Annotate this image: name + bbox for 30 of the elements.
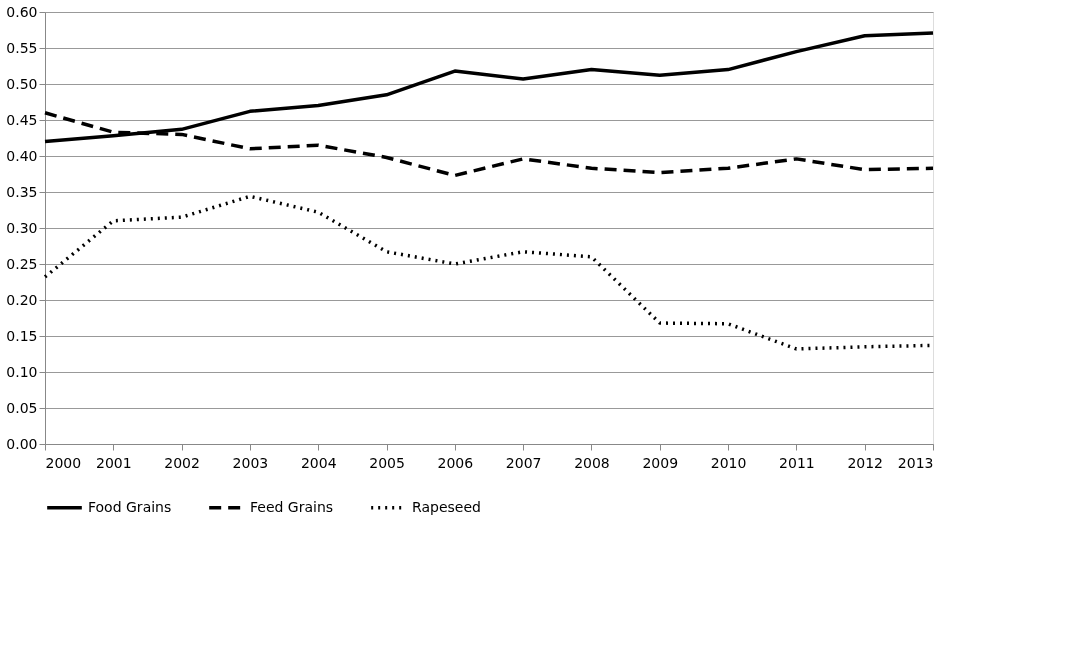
y-tick-label: 0.15: [6, 327, 38, 344]
y-tick-label: 0.05: [6, 399, 38, 416]
x-tick-label: 2002: [164, 454, 200, 471]
y-tick-label: 0.40: [6, 147, 38, 164]
legend-label: Food Grains: [88, 498, 172, 515]
y-tick-label: 0.55: [6, 39, 38, 56]
y-tick-label: 0.20: [6, 291, 38, 308]
x-tick-label: 2011: [779, 454, 815, 471]
y-tick-label: 0.35: [6, 183, 38, 200]
x-tick-label: 2005: [369, 454, 405, 471]
x-tick-label: 2008: [574, 454, 610, 471]
x-tick-label: 2009: [642, 454, 679, 471]
y-tick-label: 0.10: [6, 363, 38, 380]
x-tick-label: 2013: [897, 454, 934, 471]
x-tick-label: 2012: [847, 454, 884, 471]
y-tick-label: 0.30: [6, 219, 38, 236]
x-tick-label: 2010: [710, 454, 747, 471]
y-tick-label: 0.00: [6, 435, 38, 452]
x-tick-label: 2007: [505, 454, 542, 471]
y-tick-label: 0.25: [6, 255, 38, 272]
x-tick-label: 2004: [300, 454, 337, 471]
y-tick-label: 0.45: [6, 111, 38, 128]
y-tick-label: 0.60: [6, 3, 38, 20]
x-tick-label: 2003: [232, 454, 269, 471]
legend-label: Rapeseed: [412, 498, 481, 515]
x-tick-label: 2006: [437, 454, 474, 471]
y-tick-label: 0.50: [6, 75, 38, 92]
x-tick-label: 2001: [95, 454, 132, 471]
x-tick-label: 2000: [45, 454, 82, 471]
legend-label: Feed Grains: [250, 498, 334, 515]
